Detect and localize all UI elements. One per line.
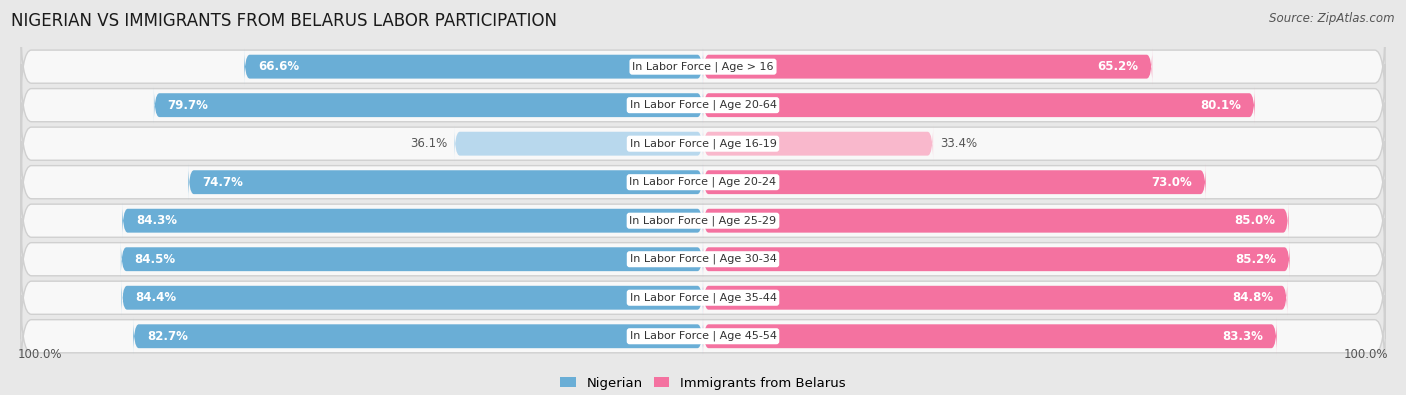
Text: 84.4%: 84.4%: [135, 291, 176, 304]
Text: In Labor Force | Age 45-54: In Labor Force | Age 45-54: [630, 331, 776, 342]
Text: 84.8%: 84.8%: [1232, 291, 1274, 304]
FancyBboxPatch shape: [21, 218, 1385, 301]
FancyBboxPatch shape: [134, 317, 703, 355]
Text: 74.7%: 74.7%: [202, 176, 243, 189]
Text: In Labor Force | Age 20-64: In Labor Force | Age 20-64: [630, 100, 776, 111]
FancyBboxPatch shape: [153, 86, 703, 124]
Text: Source: ZipAtlas.com: Source: ZipAtlas.com: [1270, 12, 1395, 25]
Text: 85.0%: 85.0%: [1234, 214, 1275, 227]
Text: 33.4%: 33.4%: [941, 137, 977, 150]
Text: 100.0%: 100.0%: [17, 348, 62, 361]
Text: NIGERIAN VS IMMIGRANTS FROM BELARUS LABOR PARTICIPATION: NIGERIAN VS IMMIGRANTS FROM BELARUS LABO…: [11, 12, 557, 30]
FancyBboxPatch shape: [703, 125, 934, 163]
FancyBboxPatch shape: [703, 240, 1289, 278]
Text: 83.3%: 83.3%: [1222, 330, 1263, 343]
Text: In Labor Force | Age 25-29: In Labor Force | Age 25-29: [630, 215, 776, 226]
FancyBboxPatch shape: [122, 202, 703, 240]
FancyBboxPatch shape: [21, 179, 1385, 262]
FancyBboxPatch shape: [703, 48, 1152, 86]
FancyBboxPatch shape: [188, 163, 703, 201]
Text: 65.2%: 65.2%: [1098, 60, 1139, 73]
FancyBboxPatch shape: [454, 125, 703, 163]
FancyBboxPatch shape: [21, 64, 1385, 147]
Text: 79.7%: 79.7%: [167, 99, 208, 112]
FancyBboxPatch shape: [703, 86, 1254, 124]
FancyBboxPatch shape: [121, 240, 703, 278]
Text: 66.6%: 66.6%: [257, 60, 299, 73]
Text: In Labor Force | Age 35-44: In Labor Force | Age 35-44: [630, 292, 776, 303]
Text: 73.0%: 73.0%: [1152, 176, 1192, 189]
Text: In Labor Force | Age 20-24: In Labor Force | Age 20-24: [630, 177, 776, 188]
Text: 84.3%: 84.3%: [136, 214, 177, 227]
FancyBboxPatch shape: [21, 102, 1385, 185]
Text: In Labor Force | Age 30-34: In Labor Force | Age 30-34: [630, 254, 776, 265]
FancyBboxPatch shape: [21, 295, 1385, 378]
FancyBboxPatch shape: [21, 141, 1385, 224]
FancyBboxPatch shape: [121, 279, 703, 317]
Text: 85.2%: 85.2%: [1236, 253, 1277, 266]
Text: In Labor Force | Age 16-19: In Labor Force | Age 16-19: [630, 138, 776, 149]
Text: 82.7%: 82.7%: [148, 330, 188, 343]
FancyBboxPatch shape: [703, 163, 1206, 201]
Text: 80.1%: 80.1%: [1201, 99, 1241, 112]
Legend: Nigerian, Immigrants from Belarus: Nigerian, Immigrants from Belarus: [555, 372, 851, 395]
FancyBboxPatch shape: [21, 25, 1385, 108]
Text: In Labor Force | Age > 16: In Labor Force | Age > 16: [633, 61, 773, 72]
FancyBboxPatch shape: [703, 202, 1289, 240]
FancyBboxPatch shape: [703, 279, 1288, 317]
Text: 100.0%: 100.0%: [1344, 348, 1389, 361]
FancyBboxPatch shape: [21, 256, 1385, 339]
FancyBboxPatch shape: [245, 48, 703, 86]
FancyBboxPatch shape: [703, 317, 1277, 355]
Text: 84.5%: 84.5%: [135, 253, 176, 266]
Text: 36.1%: 36.1%: [411, 137, 447, 150]
